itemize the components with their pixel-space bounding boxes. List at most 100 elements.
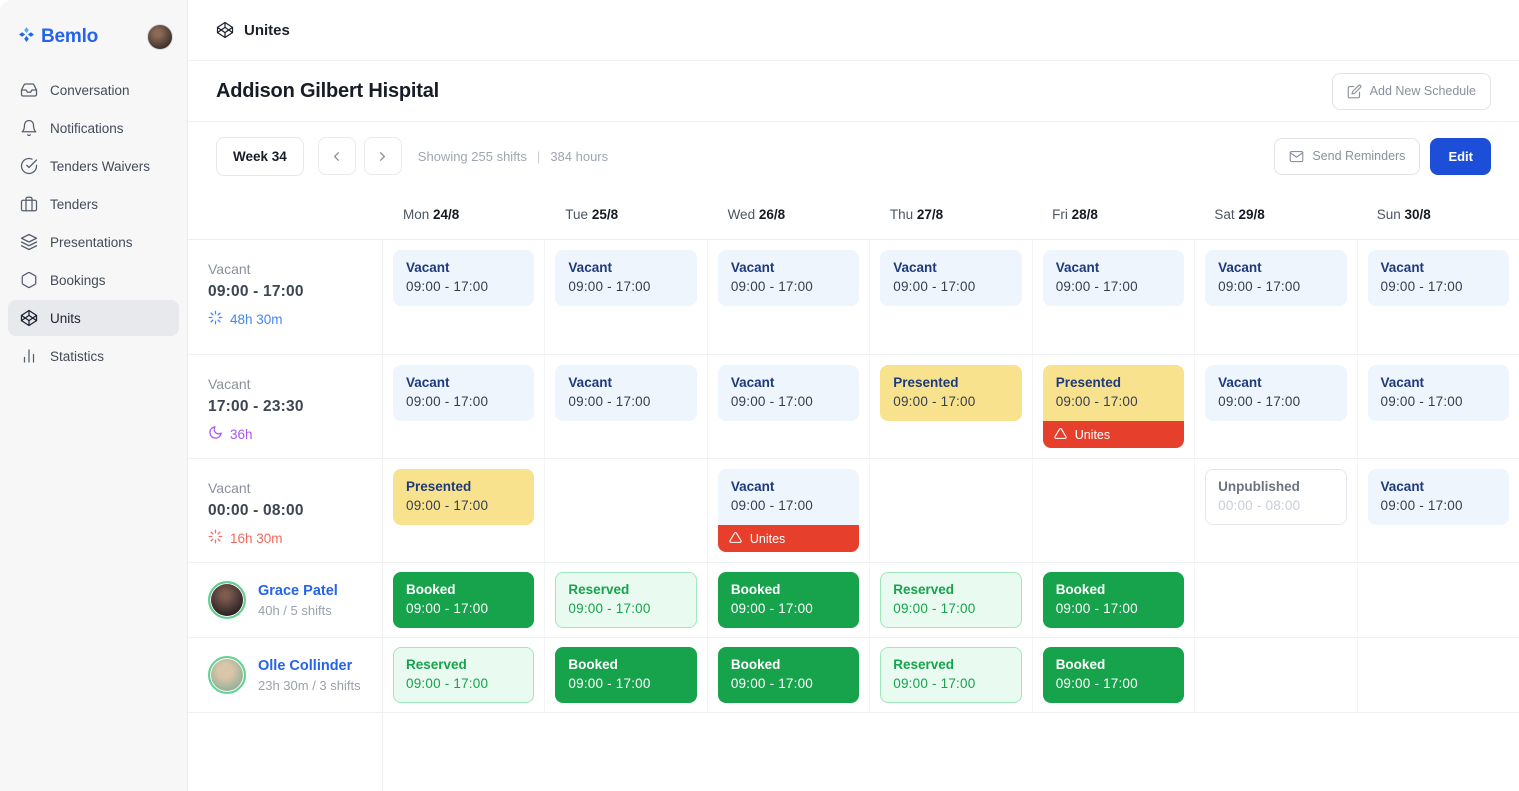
- schedule-cell-olle-collinder-wed[interactable]: Booked 09:00 - 17:00: [708, 638, 871, 712]
- schedule-cell-olle-collinder-sat[interactable]: [1195, 638, 1358, 712]
- schedule-cell-grace-patel-thu[interactable]: Reserved 09:00 - 17:00: [870, 563, 1033, 637]
- shift-card-vacant[interactable]: Vacant 09:00 - 17:00: [393, 250, 535, 306]
- schedule-cell-olle-collinder-thu[interactable]: Reserved 09:00 - 17:00: [870, 638, 1033, 712]
- schedule-cell-grace-patel-wed[interactable]: Booked 09:00 - 17:00: [708, 563, 871, 637]
- sidebar-item-tenders[interactable]: Tenders: [8, 186, 179, 222]
- shift-card-unpublished[interactable]: Unpublished 00:00 - 08:00: [1205, 469, 1347, 525]
- schedule-cell-grace-patel-sat[interactable]: [1195, 563, 1358, 637]
- sidebar-item-bookings[interactable]: Bookings: [8, 262, 179, 298]
- shift-card-presented[interactable]: Presented 09:00 - 17:00: [393, 469, 535, 525]
- schedule-cell-day-shift-fri[interactable]: Vacant 09:00 - 17:00: [1033, 240, 1196, 354]
- shift-card-vacant[interactable]: Vacant 09:00 - 17:00: [1205, 250, 1347, 306]
- shift-card-booked[interactable]: Booked 09:00 - 17:00: [555, 647, 697, 703]
- schedule-cell-night-shift-thu[interactable]: [870, 459, 1033, 562]
- shift-card-reserved[interactable]: Reserved 09:00 - 17:00: [880, 572, 1022, 628]
- schedule-cell-evening-shift-tue[interactable]: Vacant 09:00 - 17:00: [545, 355, 708, 458]
- schedule-cell-evening-shift-fri[interactable]: Presented 09:00 - 17:00 Unites: [1033, 355, 1196, 458]
- schedule-cell-evening-shift-sun[interactable]: Vacant 09:00 - 17:00: [1358, 355, 1519, 458]
- shift-status-label: Vacant: [1218, 260, 1262, 275]
- schedule-cell-day-shift-sun[interactable]: Vacant 09:00 - 17:00: [1358, 240, 1519, 354]
- shift-card-vacant[interactable]: Vacant 09:00 - 17:00: [393, 365, 535, 421]
- schedule-cell-day-shift-wed[interactable]: Vacant 09:00 - 17:00: [708, 240, 871, 354]
- week-selector-button[interactable]: Week 34: [216, 136, 304, 176]
- shift-card-vacant[interactable]: Vacant 09:00 - 17:00: [717, 250, 860, 306]
- schedule-cell-night-shift-wed[interactable]: Vacant 09:00 - 17:00 Unites: [708, 459, 871, 562]
- schedule-cell-night-shift-sat[interactable]: Unpublished 00:00 - 08:00: [1195, 459, 1358, 562]
- schedule-cell-grace-patel-mon[interactable]: Booked 09:00 - 17:00: [383, 563, 546, 637]
- schedule-cell-grace-patel-sun[interactable]: [1358, 563, 1519, 637]
- day-header-row: Mon 24/8 Tue 25/8 Wed 26/8 Thu 27/8 Fri 28/8…: [188, 190, 1519, 240]
- shift-time-label: 09:00 - 17:00: [730, 279, 814, 294]
- shift-card-vacant[interactable]: Vacant 09:00 - 17:00: [880, 250, 1022, 306]
- schedule-cell-olle-collinder-fri[interactable]: Booked 09:00 - 17:00: [1033, 638, 1196, 712]
- edit-pencil-icon: [1347, 84, 1362, 99]
- shift-duration: 48h 30m: [208, 310, 372, 328]
- sidebar-item-notifications[interactable]: Notifications: [8, 110, 179, 146]
- previous-week-button[interactable]: [317, 137, 356, 175]
- shift-card-presented[interactable]: Presented 09:00 - 17:00 Unites: [1042, 365, 1185, 448]
- shift-time-label: 09:00 - 17:00: [893, 601, 976, 616]
- shift-card-vacant[interactable]: Vacant 09:00 - 17:00: [1367, 250, 1509, 306]
- schedule-cell-grace-patel-fri[interactable]: Booked 09:00 - 17:00: [1033, 563, 1196, 637]
- shift-card-booked[interactable]: Booked 09:00 - 17:00: [1042, 647, 1185, 703]
- day-name: Fri: [1052, 207, 1068, 222]
- shift-card-booked[interactable]: Booked 09:00 - 17:00: [393, 572, 535, 628]
- schedule-cell-olle-collinder-tue[interactable]: Booked 09:00 - 17:00: [545, 638, 708, 712]
- shift-card-vacant[interactable]: Vacant 09:00 - 17:00: [1205, 365, 1347, 421]
- shift-card-vacant[interactable]: Vacant 09:00 - 17:00: [555, 250, 697, 306]
- shift-card-vacant[interactable]: Vacant 09:00 - 17:00: [555, 365, 697, 421]
- schedule-cell-night-shift-fri[interactable]: [1033, 459, 1196, 562]
- user-avatar[interactable]: [147, 24, 173, 50]
- shift-card-booked[interactable]: Booked 09:00 - 17:00: [717, 572, 860, 628]
- sidebar-item-presentations[interactable]: Presentations: [8, 224, 179, 260]
- schedule-cell-day-shift-tue[interactable]: Vacant 09:00 - 17:00: [545, 240, 708, 354]
- schedule-cell-evening-shift-thu[interactable]: Presented 09:00 - 17:00: [870, 355, 1033, 458]
- schedule-cell-evening-shift-wed[interactable]: Vacant 09:00 - 17:00: [708, 355, 871, 458]
- shift-card-vacant[interactable]: Vacant 09:00 - 17:00: [1367, 365, 1509, 421]
- staff-name[interactable]: Olle Collinder: [258, 657, 353, 674]
- shift-card-booked[interactable]: Booked 09:00 - 17:00: [1042, 572, 1185, 628]
- send-reminders-button[interactable]: Send Reminders: [1274, 137, 1421, 175]
- edit-button[interactable]: Edit: [1430, 137, 1491, 175]
- sidebar-item-units[interactable]: Units: [8, 300, 179, 336]
- schedule-cell-olle-collinder-sun[interactable]: [1358, 638, 1519, 712]
- schedule-cell-evening-shift-mon[interactable]: Vacant 09:00 - 17:00: [383, 355, 546, 458]
- next-week-button[interactable]: [363, 137, 402, 175]
- shift-status-label: Vacant: [568, 260, 612, 275]
- bemlo-logo-icon: [18, 26, 35, 49]
- shift-card-reserved[interactable]: Reserved 09:00 - 17:00: [880, 647, 1022, 703]
- staff-name[interactable]: Grace Patel: [258, 582, 338, 599]
- shift-card-booked[interactable]: Booked 09:00 - 17:00: [717, 647, 860, 703]
- moon-icon: [208, 425, 223, 443]
- sidebar-item-conversation[interactable]: Conversation: [8, 72, 179, 108]
- sun-icon: [208, 529, 223, 547]
- shift-time-label: 00:00 - 08:00: [1218, 498, 1301, 513]
- sidebar-item-label: Tenders Waivers: [50, 158, 151, 174]
- sidebar-item-tenders-waivers[interactable]: Tenders Waivers: [8, 148, 179, 184]
- shift-card-vacant[interactable]: Vacant 09:00 - 17:00: [1042, 250, 1185, 306]
- shift-card-vacant[interactable]: Vacant 09:00 - 17:00: [717, 365, 860, 421]
- shift-card-presented[interactable]: Presented 09:00 - 17:00: [880, 365, 1022, 421]
- schedule-cell-olle-collinder-mon[interactable]: Reserved 09:00 - 17:00: [383, 638, 546, 712]
- schedule-cell-day-shift-sat[interactable]: Vacant 09:00 - 17:00: [1195, 240, 1358, 354]
- day-header-fri: Fri 28/8: [1032, 207, 1194, 222]
- shift-label: Vacant: [208, 376, 251, 392]
- shift-time-label: 09:00 - 17:00: [1055, 279, 1138, 294]
- shift-card-reserved[interactable]: Reserved 09:00 - 17:00: [393, 647, 535, 703]
- schedule-cell-grace-patel-tue[interactable]: Reserved 09:00 - 17:00: [545, 563, 708, 637]
- schedule-cell-night-shift-mon[interactable]: Presented 09:00 - 17:00: [383, 459, 546, 562]
- chevron-left-icon: [329, 149, 344, 164]
- shift-status-label: Presented: [893, 375, 959, 390]
- shift-card-vacant[interactable]: Vacant 09:00 - 17:00: [1367, 469, 1509, 525]
- add-new-schedule-button[interactable]: Add New Schedule: [1331, 72, 1491, 110]
- schedule-cell-night-shift-tue[interactable]: [545, 459, 708, 562]
- schedule-cell-day-shift-mon[interactable]: Vacant 09:00 - 17:00: [383, 240, 546, 354]
- schedule-cell-night-shift-sun[interactable]: Vacant 09:00 - 17:00: [1358, 459, 1519, 562]
- sidebar-item-statistics[interactable]: Statistics: [8, 338, 179, 374]
- shift-card-reserved[interactable]: Reserved 09:00 - 17:00: [555, 572, 697, 628]
- shift-card-vacant[interactable]: Vacant 09:00 - 17:00 Unites: [717, 469, 860, 552]
- toolbar: Week 34 Showing 255 shifts | 384 hours S…: [188, 122, 1519, 190]
- schedule-cell-evening-shift-sat[interactable]: Vacant 09:00 - 17:00: [1195, 355, 1358, 458]
- schedule-cell-day-shift-thu[interactable]: Vacant 09:00 - 17:00: [870, 240, 1033, 354]
- shift-time-label: 09:00 - 17:00: [568, 676, 651, 691]
